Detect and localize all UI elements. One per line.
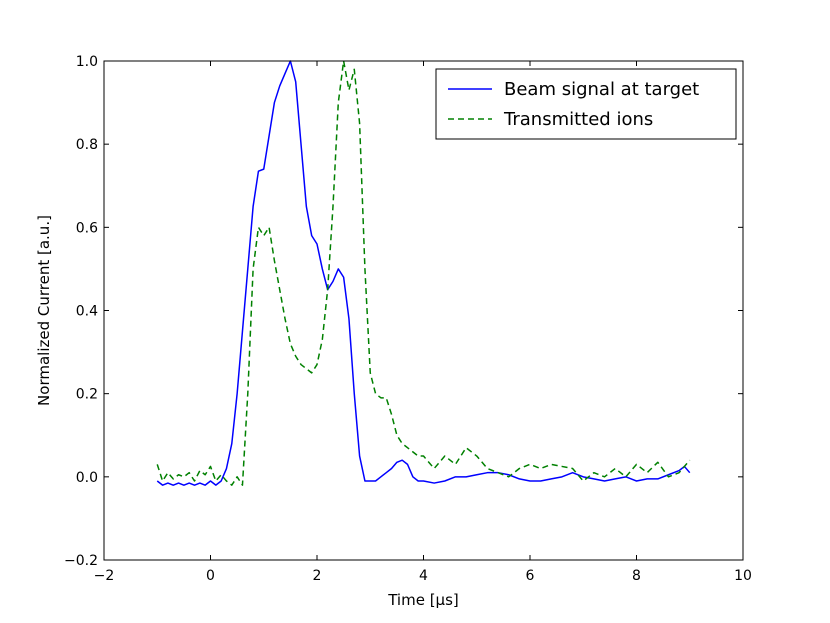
y-tick-label: 1.0 — [76, 54, 98, 70]
x-tick-label: 10 — [734, 568, 752, 584]
x-tick-label: 0 — [206, 568, 215, 584]
ticks-layer: −2 0 2 4 6 8 10 −0.2 0.0 0.2 0.4 0.6 0.8 1.0 — [64, 54, 752, 584]
y-tick-label: 0.2 — [76, 387, 98, 403]
x-tick-label: 4 — [419, 568, 428, 584]
series-line-transmitted-ions — [156, 60, 691, 486]
legend-label-beam: Beam signal at target — [504, 79, 699, 100]
y-tick-label: 0.4 — [76, 304, 98, 320]
y-tick-label: 0.6 — [76, 220, 98, 236]
x-tick-label: −2 — [94, 568, 115, 584]
series-layer — [156, 60, 691, 486]
series-line-beam-signal — [156, 60, 691, 486]
x-tick-label: 2 — [313, 568, 322, 584]
y-tick-label: −0.2 — [64, 553, 98, 569]
y-tick-label: 0.0 — [76, 470, 98, 486]
y-axis-label: Normalized Current [a.u.] — [35, 215, 53, 406]
y-tick-label: 0.8 — [76, 137, 98, 153]
legend-box — [435, 68, 737, 140]
legend-label-transmitted: Transmitted ions — [503, 109, 653, 130]
x-axis-label: Time [μs] — [387, 591, 459, 609]
legend: Beam signal at target Transmitted ions — [435, 68, 737, 140]
x-tick-label: 8 — [632, 568, 641, 584]
x-tick-label: 6 — [526, 568, 535, 584]
